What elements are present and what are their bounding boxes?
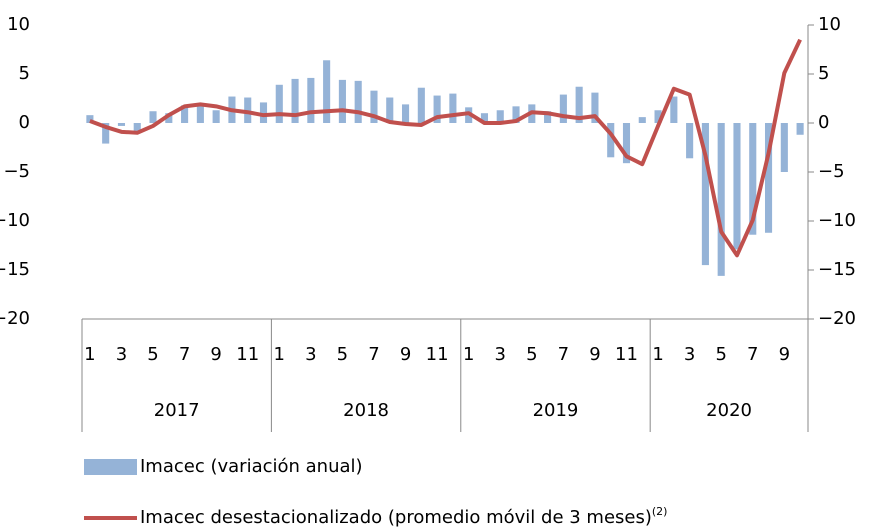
x-tick-label: 5 <box>147 344 158 365</box>
bar <box>117 123 126 126</box>
y-tick-label: −15 <box>0 259 30 280</box>
bar <box>133 123 141 131</box>
legend-label: Imacec desestacionalizado (promedio móvi… <box>140 505 667 528</box>
bar <box>622 123 631 164</box>
x-tick-label: 5 <box>715 344 726 365</box>
y2-tick-label: 5 <box>818 63 829 84</box>
x-tick-label: 9 <box>400 344 411 365</box>
legend-text: Imacec desestacionalizado (promedio móvi… <box>140 507 652 528</box>
bar <box>165 113 173 123</box>
bar <box>717 123 725 276</box>
bar <box>386 97 394 123</box>
bar <box>607 123 615 158</box>
bar <box>512 106 520 123</box>
bar <box>212 110 220 123</box>
x-tick-label: 9 <box>779 344 790 365</box>
x-tick-label: 5 <box>526 344 537 365</box>
legend-text: Imacec (variación anual) <box>140 456 363 477</box>
y2-tick-label: 0 <box>818 112 829 133</box>
x-tick-label: 1 <box>463 344 474 365</box>
x-tick-label: 7 <box>368 344 379 365</box>
bar <box>764 123 773 233</box>
y-tick-label: −10 <box>0 210 30 231</box>
bar <box>796 123 804 135</box>
bar <box>591 92 599 123</box>
bar <box>749 123 757 235</box>
y-tick-label: 10 <box>7 14 30 35</box>
bar <box>670 96 678 123</box>
legend-footnote: (2) <box>652 505 668 518</box>
bar <box>196 105 204 123</box>
x-tick-label: 9 <box>210 344 221 365</box>
bar <box>86 115 94 123</box>
x-tick-label: 11 <box>426 344 449 365</box>
bar <box>480 113 489 123</box>
bar <box>686 123 694 159</box>
x-tick-label: 7 <box>179 344 190 365</box>
y-tick-label: −20 <box>0 308 30 329</box>
x-tick-label: 1 <box>652 344 663 365</box>
x-tick-label: 3 <box>684 344 695 365</box>
bar <box>733 123 741 250</box>
x-tick-label: 3 <box>116 344 127 365</box>
x-tick-label: 7 <box>747 344 758 365</box>
y2-tick-label: −20 <box>818 308 856 329</box>
y2-tick-label: 10 <box>818 14 841 35</box>
y-tick-label: 5 <box>19 63 30 84</box>
bar <box>307 77 315 123</box>
bar <box>575 86 583 123</box>
bar <box>370 90 378 123</box>
line <box>89 38 802 258</box>
bar <box>544 111 552 123</box>
x-tick-label: 7 <box>558 344 569 365</box>
x-tick-label: 1 <box>274 344 285 365</box>
x-tick-label: 5 <box>337 344 348 365</box>
y-tick-label: 0 <box>19 112 30 133</box>
x-tick-label: 11 <box>236 344 259 365</box>
bar <box>638 117 646 123</box>
x-tick-label: 9 <box>589 344 600 365</box>
y-tick-label: −5 <box>3 161 30 182</box>
bar <box>149 111 157 123</box>
y2-tick-label: −15 <box>818 259 856 280</box>
x-group-label: 2017 <box>154 400 200 421</box>
bar <box>401 104 410 123</box>
bar <box>433 95 441 123</box>
bar <box>496 110 504 123</box>
y2-tick-label: −10 <box>818 210 856 231</box>
bar <box>654 110 662 123</box>
bar <box>449 93 457 123</box>
x-group-label: 2020 <box>706 400 752 421</box>
bar <box>354 80 362 123</box>
x-tick-label: 11 <box>615 344 638 365</box>
bar <box>275 84 283 123</box>
bar <box>417 87 425 123</box>
x-group-label: 2019 <box>533 400 579 421</box>
bar <box>559 94 567 123</box>
x-tick-label: 3 <box>495 344 506 365</box>
x-group-label: 2018 <box>343 400 389 421</box>
bar <box>102 123 110 144</box>
legend-swatch <box>84 459 137 475</box>
bar <box>780 123 788 172</box>
x-tick-label: 1 <box>84 344 95 365</box>
bar <box>291 78 299 123</box>
bar <box>338 79 346 123</box>
bar <box>181 105 189 123</box>
bar <box>259 102 268 123</box>
x-tick-label: 3 <box>305 344 316 365</box>
legend-label: Imacec (variación anual) <box>140 456 363 477</box>
bar <box>323 60 331 123</box>
bar <box>701 123 709 266</box>
y2-tick-label: −5 <box>818 161 845 182</box>
